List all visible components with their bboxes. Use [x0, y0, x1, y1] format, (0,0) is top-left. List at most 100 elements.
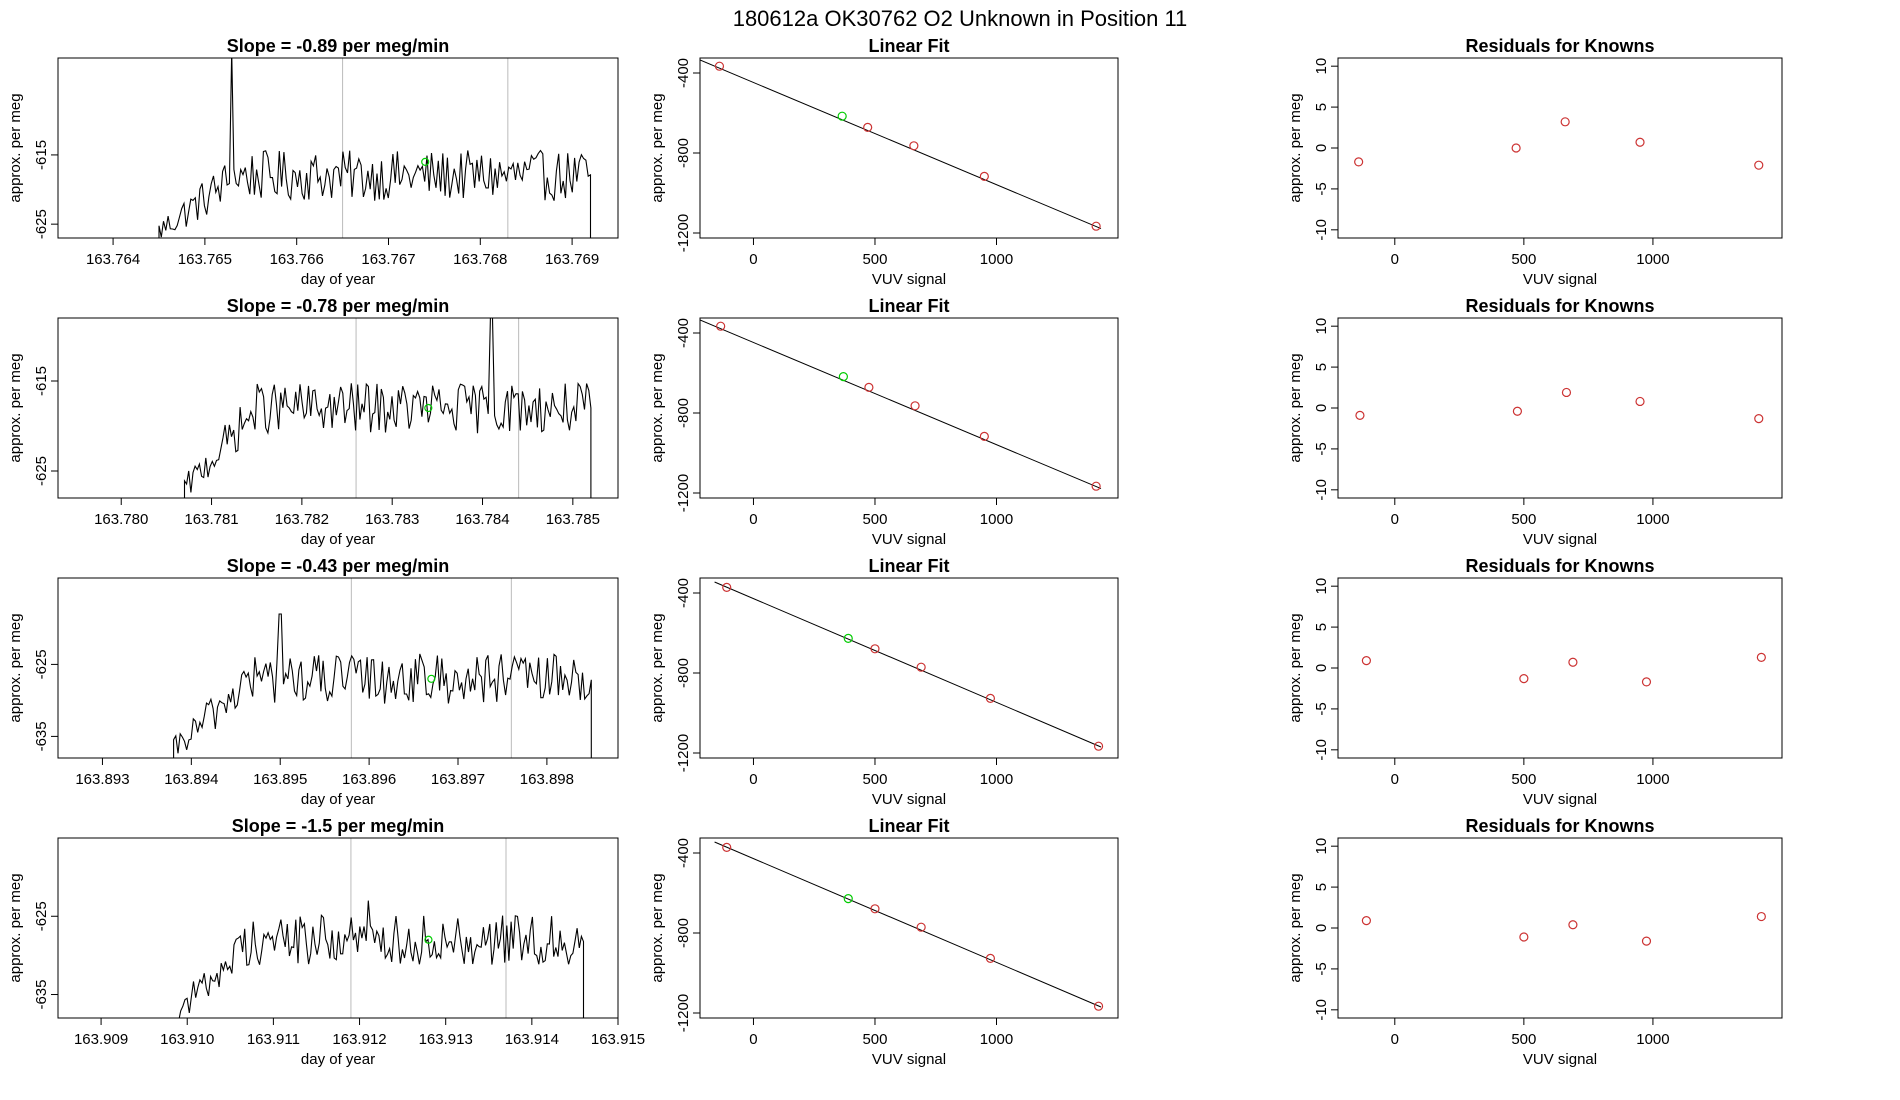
x-axis-label: VUV signal	[872, 791, 946, 808]
y-tick-label: -800	[675, 918, 692, 948]
panel-title: Residuals for Knowns	[1465, 556, 1654, 576]
x-axis-label: VUV signal	[872, 1051, 946, 1068]
panel-fit-row3: Linear Fit 0 500 1000 -400 -800 -1200 VUV signa…	[649, 556, 1119, 808]
y-axis-label: approx. per meg	[1287, 93, 1304, 202]
y-tick-label: -635	[33, 980, 50, 1010]
plot-data	[158, 58, 592, 238]
known-point	[1091, 221, 1101, 231]
known-point	[870, 644, 880, 654]
residual-point	[1361, 656, 1371, 666]
y-tick-label: -5	[1313, 962, 1330, 975]
plot-frame	[699, 837, 1119, 1019]
plot-data	[178, 838, 585, 1018]
known-point	[722, 842, 732, 853]
y-tick-label: -10	[1313, 739, 1330, 761]
x-tick-label: 163.781	[184, 511, 238, 528]
x-tick-label: 0	[749, 251, 757, 268]
unknown-point	[427, 674, 436, 683]
fit-line	[700, 59, 1102, 230]
panel-fit-row4: Linear Fit 0 500 1000 -400 -800 -1200 VUV signa…	[649, 816, 1119, 1068]
y-axis-label: approx. per meg	[7, 873, 24, 982]
x-tick-label: 500	[1511, 511, 1536, 528]
y-tick-label: 0	[1313, 924, 1330, 932]
x-tick-label: 0	[1391, 1031, 1399, 1048]
plot-data	[1361, 911, 1766, 946]
x-tick-label: 1000	[980, 251, 1013, 268]
plot-data	[1355, 387, 1764, 424]
plot-frame	[699, 317, 1119, 499]
x-tick-label: 500	[862, 1031, 887, 1048]
residual-point	[1568, 657, 1578, 667]
panel-title: Slope = -0.43 per meg/min	[227, 556, 450, 576]
y-tick-label: 10	[1313, 838, 1330, 855]
residual-point	[1641, 677, 1652, 687]
known-point	[985, 693, 996, 704]
y-tick-label: -1200	[675, 214, 692, 252]
y-tick-label: -5	[1313, 702, 1330, 715]
y-tick-label: 5	[1313, 363, 1330, 371]
y-axis-label: approx. per meg	[1287, 613, 1304, 722]
x-axis-label: day of year	[301, 271, 375, 288]
x-tick-label: 163.895	[253, 771, 307, 788]
y-tick-label: -625	[33, 649, 50, 679]
known-point	[716, 321, 726, 331]
y-tick-label: 0	[1313, 404, 1330, 412]
x-tick-label: 0	[749, 511, 757, 528]
x-tick-label: 163.896	[342, 771, 396, 788]
residual-point	[1511, 143, 1521, 153]
panel-fit-row2: Linear Fit 0 500 1000 -400 -800 -1200 VUV signa…	[649, 296, 1119, 548]
plot-data	[700, 319, 1102, 491]
fit-line	[714, 841, 1102, 1008]
residual-point	[1635, 396, 1645, 407]
panel-title: Residuals for Knowns	[1465, 296, 1654, 316]
x-tick-label: 163.766	[270, 251, 324, 268]
x-tick-label: 163.782	[275, 511, 329, 528]
data-trace	[173, 613, 592, 758]
x-axis-label: day of year	[301, 531, 375, 548]
panel-title: Slope = -0.89 per meg/min	[227, 36, 450, 56]
x-axis-label: day of year	[301, 1051, 375, 1068]
x-tick-label: 1000	[1636, 771, 1669, 788]
known-point	[722, 582, 732, 593]
y-axis-label: approx. per meg	[1287, 353, 1304, 462]
unknown-point	[424, 403, 433, 413]
y-tick-label: -400	[675, 578, 692, 608]
plot-data	[1361, 652, 1766, 687]
data-trace	[183, 318, 592, 498]
x-tick-label: 1000	[980, 511, 1013, 528]
y-tick-label: -1200	[675, 994, 692, 1032]
x-axis-label: VUV signal	[1523, 791, 1597, 808]
plot-frame	[57, 837, 619, 1019]
x-tick-label: 0	[749, 1031, 757, 1048]
x-tick-label: 163.912	[332, 1031, 386, 1048]
known-point	[985, 953, 996, 964]
unknown-point	[421, 157, 430, 166]
x-tick-label: 163.914	[505, 1031, 559, 1048]
known-point	[714, 61, 725, 71]
unknown-point	[843, 893, 853, 904]
y-tick-label: -800	[675, 138, 692, 168]
unknown-point	[843, 633, 853, 644]
x-tick-label: 163.909	[74, 1031, 128, 1048]
residual-point	[1561, 387, 1572, 398]
x-tick-label: 163.897	[431, 771, 485, 788]
panel-grid: Slope = -0.89 per meg/min 163.764 163.765 1…	[7, 36, 1783, 1068]
x-axis-label: VUV signal	[1523, 1051, 1597, 1068]
known-point	[1093, 741, 1104, 751]
residual-point	[1512, 406, 1523, 416]
residual-point	[1756, 911, 1766, 922]
y-axis-label: approx. per meg	[1287, 873, 1304, 982]
x-tick-label: 163.769	[545, 251, 599, 268]
x-tick-label: 0	[1391, 251, 1399, 268]
data-trace	[178, 900, 585, 1018]
y-tick-label: 10	[1313, 58, 1330, 75]
x-tick-label: 500	[1511, 771, 1536, 788]
x-tick-label: 500	[1511, 251, 1536, 268]
unknown-point	[424, 935, 433, 944]
y-axis-label: approx. per meg	[649, 613, 666, 722]
known-point	[1091, 481, 1101, 491]
plot-data	[714, 841, 1104, 1011]
y-tick-label: -635	[33, 721, 50, 751]
known-point	[979, 431, 989, 441]
